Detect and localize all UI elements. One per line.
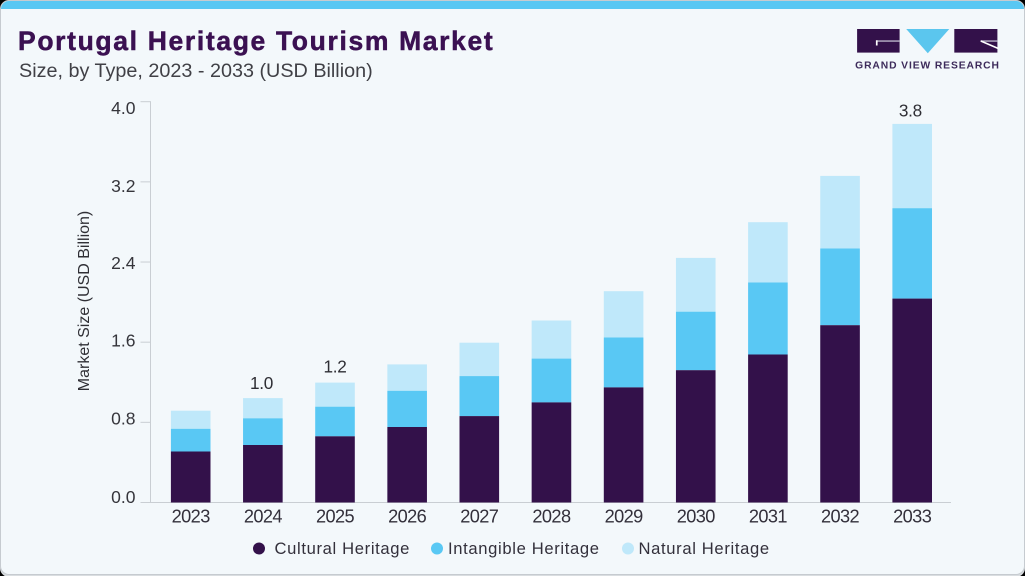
svg-text:3.8: 3.8 <box>899 100 922 120</box>
svg-text:Portugal Heritage Tourism Mark: Portugal Heritage Tourism Market <box>18 26 494 56</box>
svg-text:2027: 2027 <box>460 507 499 527</box>
svg-text:1.6: 1.6 <box>111 330 135 350</box>
svg-text:3.2: 3.2 <box>111 176 135 196</box>
svg-text:2026: 2026 <box>388 507 427 527</box>
svg-text:0.8: 0.8 <box>111 408 135 428</box>
svg-text:Market Size (USD Billion): Market Size (USD Billion) <box>76 211 93 391</box>
svg-text:2.4: 2.4 <box>111 253 136 273</box>
svg-text:1.2: 1.2 <box>324 357 347 377</box>
svg-text:4.0: 4.0 <box>111 98 136 118</box>
svg-text:2023: 2023 <box>172 507 211 527</box>
svg-text:2032: 2032 <box>821 507 860 527</box>
svg-text:2025: 2025 <box>316 507 355 527</box>
svg-text:GRAND VIEW RESEARCH: GRAND VIEW RESEARCH <box>855 61 1000 72</box>
svg-text:1.0: 1.0 <box>250 373 273 393</box>
svg-text:Cultural Heritage: Cultural Heritage <box>275 539 411 558</box>
svg-text:2031: 2031 <box>749 507 788 527</box>
svg-text:2029: 2029 <box>605 507 644 527</box>
svg-text:2024: 2024 <box>244 507 283 527</box>
svg-text:2030: 2030 <box>677 507 716 527</box>
svg-text:Size, by Type, 2023 - 2033 (US: Size, by Type, 2023 - 2033 (USD Billion) <box>19 60 373 82</box>
svg-text:2028: 2028 <box>532 507 571 527</box>
svg-text:Intangible Heritage: Intangible Heritage <box>448 539 600 558</box>
svg-text:2033: 2033 <box>893 507 932 527</box>
svg-text:Natural Heritage: Natural Heritage <box>639 539 770 558</box>
svg-text:0.0: 0.0 <box>111 487 136 507</box>
